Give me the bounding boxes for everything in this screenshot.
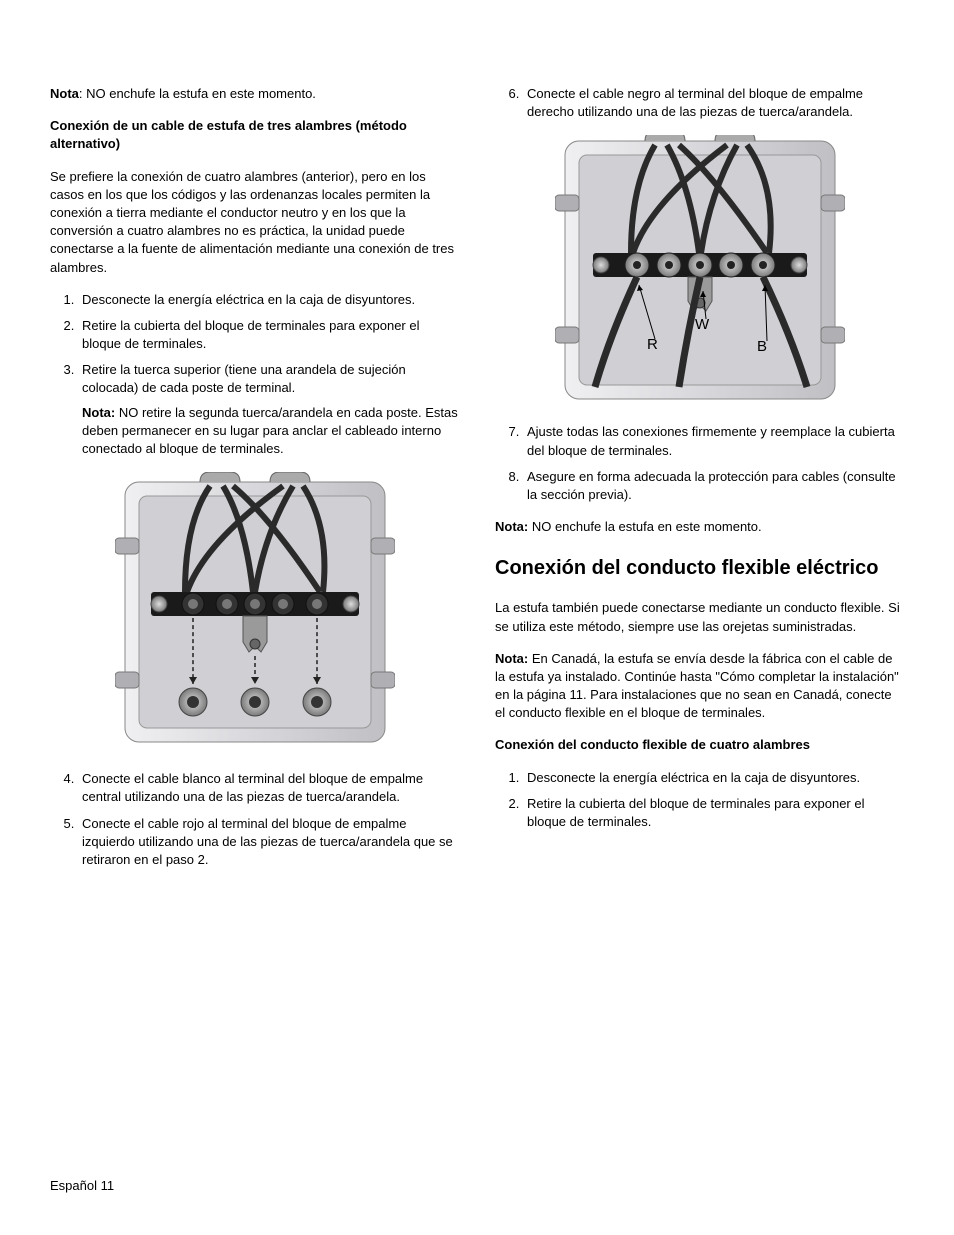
- note-1-label: Nota: [50, 86, 79, 101]
- note-1: Nota: NO enchufe la estufa en este momen…: [50, 85, 459, 103]
- intro-paragraph: Se prefiere la conexión de cuatro alambr…: [50, 168, 459, 277]
- steps-list-conduit: Desconecte la energía eléctrica en la ca…: [495, 769, 904, 832]
- note-3-label: Nota:: [495, 651, 528, 666]
- step-3-note-text: NO retire la segunda tuerca/arandela en …: [82, 405, 458, 456]
- step-3: Retire la tuerca superior (tiene una ara…: [78, 361, 459, 458]
- step-2: Retire la cubierta del bloque de termina…: [78, 317, 459, 353]
- step-1: Desconecte la energía eléctrica en la ca…: [78, 291, 459, 309]
- steps-list-left-cont: Conecte el cable blanco al terminal del …: [50, 770, 459, 869]
- note-3-text: En Canadá, la estufa se envía desde la f…: [495, 651, 899, 721]
- note-1-text: : NO enchufe la estufa en este momento.: [79, 86, 316, 101]
- page-footer: Español 11: [50, 1177, 114, 1195]
- conduit-step-1: Desconecte la energía eléctrica en la ca…: [523, 769, 904, 787]
- step-3-text: Retire la tuerca superior (tiene una ara…: [82, 362, 406, 395]
- terminal-block-diagram-2: W R B: [555, 135, 845, 405]
- subhead-four-wire-conduit: Conexión del conducto flexible de cuatro…: [495, 736, 904, 754]
- steps-list-right: Conecte el cable negro al terminal del b…: [495, 85, 904, 121]
- heading-flexible-conduit: Conexión del conducto flexible eléctrico: [495, 556, 904, 581]
- note-2: Nota: NO enchufe la estufa en este momen…: [495, 518, 904, 536]
- steps-list-left: Desconecte la energía eléctrica en la ca…: [50, 291, 459, 459]
- figure-terminal-connected: W R B: [495, 135, 904, 405]
- figure-terminal-disassembled: [50, 472, 459, 752]
- label-w: W: [695, 316, 710, 333]
- note-3: Nota: En Canadá, la estufa se envía desd…: [495, 650, 904, 723]
- step-6: Conecte el cable negro al terminal del b…: [523, 85, 904, 121]
- step-3-note-label: Nota:: [82, 405, 115, 420]
- steps-list-right-cont: Ajuste todas las conexiones firmemente y…: [495, 423, 904, 504]
- label-r: R: [647, 336, 658, 353]
- note-2-label: Nota:: [495, 519, 528, 534]
- step-3-note: Nota: NO retire la segunda tuerca/arande…: [82, 404, 459, 459]
- step-5: Conecte el cable rojo al terminal del bl…: [78, 815, 459, 870]
- conduit-step-2: Retire la cubierta del bloque de termina…: [523, 795, 904, 831]
- subhead-three-wire: Conexión de un cable de estufa de tres a…: [50, 117, 459, 153]
- note-2-text: NO enchufe la estufa en este momento.: [528, 519, 761, 534]
- left-column: Nota: NO enchufe la estufa en este momen…: [50, 85, 459, 883]
- flex-p1: La estufa también puede conectarse media…: [495, 599, 904, 635]
- right-column: Conecte el cable negro al terminal del b…: [495, 85, 904, 883]
- label-b: B: [757, 338, 767, 355]
- step-7: Ajuste todas las conexiones firmemente y…: [523, 423, 904, 459]
- step-8: Asegure en forma adecuada la protección …: [523, 468, 904, 504]
- terminal-block-diagram-1: [115, 472, 395, 752]
- step-4: Conecte el cable blanco al terminal del …: [78, 770, 459, 806]
